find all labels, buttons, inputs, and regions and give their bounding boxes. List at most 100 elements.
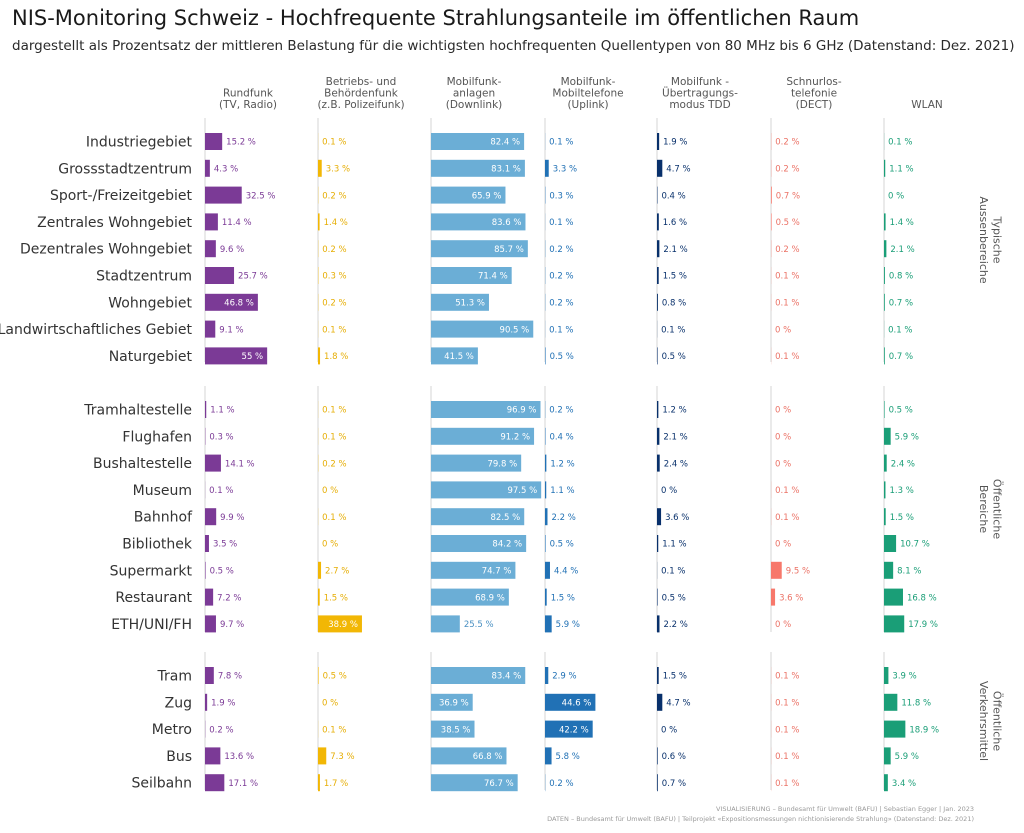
group-label-2-line-1: Öffentliche (990, 479, 1003, 539)
value-label-tramhaltestelle-col-6: 0 % (775, 406, 791, 416)
bar-dezentrales-wohngebiet-col-5 (657, 240, 660, 258)
bar-zentrales-wohngebiet-col-5 (657, 213, 659, 231)
value-label-seilbahn-col-1: 17.1 % (228, 779, 258, 789)
value-label-dezentrales-wohngebiet-col-6: 0.2 % (775, 245, 799, 255)
value-label-seilbahn-col-7: 3.4 % (892, 779, 916, 789)
bar-restaurant-col-6 (771, 588, 776, 606)
bar-bahnhof-col-4 (545, 508, 548, 526)
value-label-flughafen-col-5: 2.1 % (663, 433, 687, 443)
value-label-metro-col-1: 0.2 % (209, 725, 233, 735)
value-label-stadtzentrum-col-7: 0.8 % (889, 272, 913, 282)
bar-bushaltestelle-col-5 (657, 454, 660, 472)
value-label-landwirtschaftliches-gebiet-col-5: 0.1 % (661, 325, 685, 335)
chart-title: NIS-Monitoring Schweiz - Hochfrequente S… (12, 6, 860, 30)
bar-tram-col-5 (657, 667, 659, 684)
value-label-tramhaltestelle-col-4: 0.2 % (549, 406, 573, 416)
bar-naturgebiet-col-2 (318, 347, 321, 365)
value-label-museum-col-3: 97.5 % (507, 486, 537, 496)
bar-restaurant-col-4 (545, 588, 547, 606)
value-label-bushaltestelle-col-5: 2.4 % (664, 459, 688, 469)
bar-bibliothek-col-3 (431, 535, 527, 552)
bar-supermarkt-col-4 (545, 561, 550, 579)
column-header-3-line-2: anlagen (453, 88, 495, 100)
value-label-naturgebiet-col-2: 1.8 % (324, 352, 348, 362)
bar-bus-col-5 (657, 747, 658, 765)
value-label-supermarkt-col-2: 2.7 % (325, 567, 349, 577)
value-label-tram-col-4: 2.9 % (552, 672, 576, 682)
value-label-grossstadtzentrum-col-3: 83.1 % (491, 165, 521, 175)
bar-bushaltestelle-col-4 (545, 454, 547, 472)
column-header-4-line-2: Mobiltelefone (552, 88, 623, 100)
bar-bushaltestelle-col-3 (431, 454, 522, 472)
bar-flughafen-col-7 (884, 427, 891, 445)
value-label-bahnhof-col-1: 9.9 % (220, 513, 244, 523)
row-label-bahnhof: Bahnhof (134, 510, 193, 526)
value-label-stadtzentrum-col-5: 1.5 % (663, 272, 687, 282)
bar-eth-uni-fh-col-5 (657, 615, 660, 633)
value-label-bahnhof-col-5: 3.6 % (665, 513, 689, 523)
value-label-bushaltestelle-col-4: 1.2 % (550, 459, 574, 469)
value-label-museum-col-4: 1.1 % (550, 486, 574, 496)
bar-zentrales-wohngebiet-col-7 (884, 213, 886, 231)
value-label-wohngebiet-col-1: 46.8 % (224, 299, 254, 309)
row-label-bus: Bus (166, 749, 192, 765)
bar-industriegebiet-col-3 (431, 133, 525, 150)
value-label-dezentrales-wohngebiet-col-2: 0.2 % (322, 245, 346, 255)
value-label-landwirtschaftliches-gebiet-col-7: 0.1 % (888, 325, 912, 335)
value-label-sport-freizeitgebiet-col-6: 0.7 % (776, 191, 800, 201)
bar-grossstadtzentrum-col-5 (657, 159, 663, 177)
group-label-1-line-2: Aussenbereiche (977, 196, 990, 284)
bar-tramhaltestelle-col-7 (884, 401, 885, 418)
bar-sport-freizeitgebiet-col-6 (771, 186, 772, 204)
value-label-seilbahn-col-4: 0.2 % (549, 779, 573, 789)
bar-metro-col-4 (545, 720, 593, 738)
bar-metro-col-3 (431, 720, 475, 738)
value-label-zentrales-wohngebiet-col-4: 0.1 % (549, 218, 573, 228)
value-label-supermarkt-col-4: 4.4 % (554, 567, 578, 577)
bar-sport-freizeitgebiet-col-3 (431, 186, 506, 204)
value-label-zug-col-2: 0 % (322, 699, 338, 709)
value-label-tramhaltestelle-col-1: 1.1 % (210, 406, 234, 416)
bar-tram-col-3 (431, 667, 526, 684)
value-label-sport-freizeitgebiet-col-7: 0 % (888, 191, 904, 201)
value-label-landwirtschaftliches-gebiet-col-3: 90.5 % (500, 325, 530, 335)
bar-seilbahn-col-3 (431, 774, 518, 792)
value-label-museum-col-5: 0 % (661, 486, 677, 496)
value-label-metro-col-3: 38.5 % (441, 725, 471, 735)
chart-subtitle: dargestellt als Prozentsatz der mittlere… (12, 38, 1015, 54)
bar-bibliothek-col-1 (205, 535, 209, 552)
value-label-industriegebiet-col-2: 0.1 % (322, 138, 346, 148)
bar-grossstadtzentrum-col-3 (431, 159, 525, 177)
value-label-flughafen-col-6: 0 % (775, 433, 791, 443)
bar-supermarkt-col-3 (431, 561, 516, 579)
value-label-bus-col-7: 5.9 % (895, 752, 919, 762)
column-header-6-line-2: telefonie (791, 88, 837, 100)
bar-bahnhof-col-7 (884, 508, 886, 526)
value-label-stadtzentrum-col-6: 0.1 % (775, 272, 799, 282)
column-header-5-line-3: modus TDD (669, 99, 730, 111)
bar-flughafen-col-5 (657, 427, 660, 445)
bar-zentrales-wohngebiet-col-1 (205, 213, 218, 231)
value-label-bibliothek-col-3: 84.2 % (492, 540, 522, 550)
value-label-restaurant-col-6: 3.6 % (779, 593, 803, 603)
value-label-stadtzentrum-col-3: 71.4 % (478, 272, 508, 282)
value-label-tramhaltestelle-col-7: 0.5 % (889, 406, 913, 416)
value-label-tram-col-3: 83.4 % (492, 672, 522, 682)
row-label-grossstadtzentrum: Grossstadtzentrum (58, 161, 192, 177)
bar-bahnhof-col-5 (657, 508, 662, 526)
value-label-industriegebiet-col-3: 82.4 % (490, 138, 520, 148)
value-label-eth-uni-fh-col-4: 5.9 % (556, 620, 580, 630)
value-label-industriegebiet-col-1: 15.2 % (226, 138, 256, 148)
value-label-tram-col-5: 1.5 % (663, 672, 687, 682)
value-label-stadtzentrum-col-2: 0.3 % (322, 272, 346, 282)
value-label-restaurant-col-1: 7.2 % (217, 593, 241, 603)
value-label-tramhaltestelle-col-5: 1.2 % (662, 406, 686, 416)
value-label-bahnhof-col-6: 0.1 % (775, 513, 799, 523)
bar-stadtzentrum-col-7 (884, 267, 885, 284)
bar-supermarkt-col-7 (884, 561, 894, 579)
value-label-bibliothek-col-4: 0.5 % (550, 540, 574, 550)
value-label-zentrales-wohngebiet-col-7: 1.4 % (890, 218, 914, 228)
value-label-stadtzentrum-col-4: 0.2 % (549, 272, 573, 282)
value-label-seilbahn-col-6: 0.1 % (775, 779, 799, 789)
value-label-museum-col-1: 0.1 % (209, 486, 233, 496)
